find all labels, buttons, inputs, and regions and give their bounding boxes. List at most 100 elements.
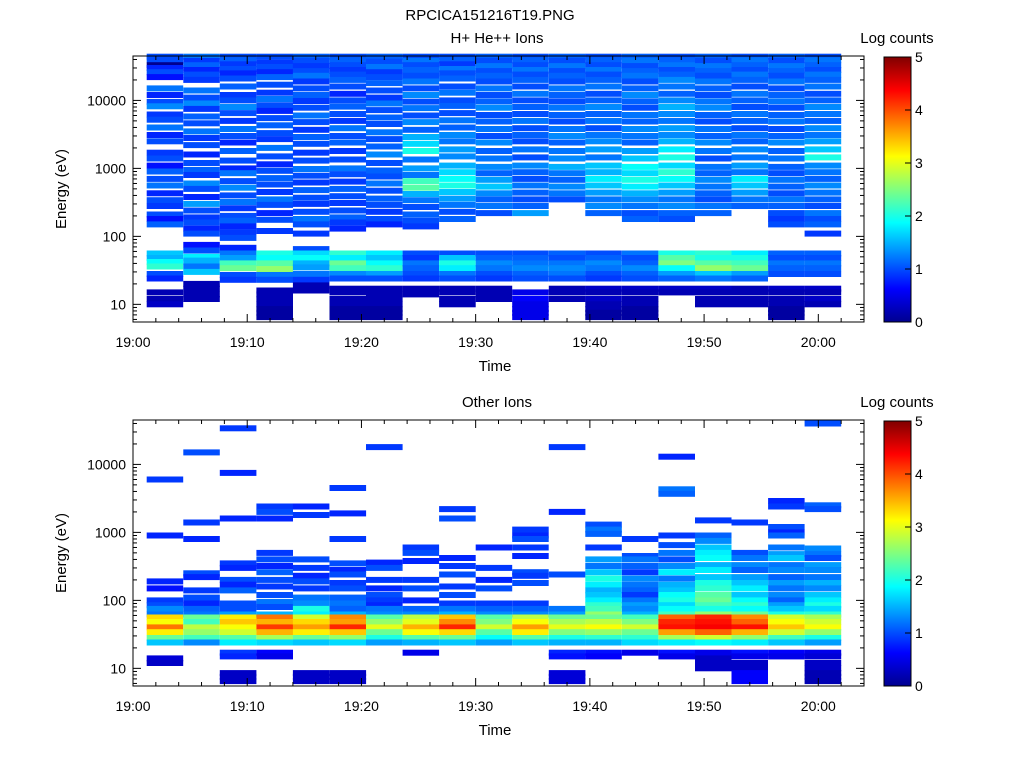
heatmap-cell bbox=[621, 614, 659, 621]
heatmap-cell bbox=[658, 132, 695, 138]
heatmap-cell bbox=[804, 506, 842, 513]
heatmap-cell bbox=[146, 155, 184, 162]
heatmap-cell bbox=[768, 602, 805, 609]
heatmap-cell bbox=[366, 180, 403, 187]
heatmap-cell bbox=[512, 639, 549, 646]
heatmap-cell bbox=[256, 255, 293, 261]
heatmap-cell bbox=[512, 289, 549, 296]
heatmap-cell bbox=[329, 285, 367, 292]
heatmap-cell bbox=[439, 301, 476, 308]
heatmap-cell bbox=[731, 639, 768, 646]
heatmap-cell bbox=[621, 63, 659, 70]
heatmap-cell bbox=[731, 250, 768, 257]
heatmap-cell bbox=[512, 526, 549, 533]
heatmap-cell bbox=[768, 176, 805, 183]
heatmap-cell bbox=[695, 275, 732, 282]
heatmap-cell bbox=[621, 196, 659, 203]
heatmap-cell bbox=[329, 485, 367, 491]
colorbar-tick-label: 4 bbox=[915, 466, 923, 482]
heatmap-cell bbox=[402, 72, 440, 79]
heatmap-cell bbox=[585, 210, 622, 217]
heatmap-cell bbox=[731, 301, 768, 308]
heatmap-cell bbox=[731, 670, 768, 677]
heatmap-cell bbox=[219, 255, 257, 261]
heatmap-cell bbox=[658, 90, 695, 97]
heatmap-cell bbox=[658, 216, 695, 222]
heatmap-cell bbox=[256, 629, 293, 636]
heatmap-cell bbox=[695, 655, 732, 662]
heatmap-cell bbox=[475, 291, 513, 298]
heatmap-cell bbox=[256, 228, 293, 234]
heatmap-cell bbox=[695, 649, 732, 656]
heatmap-cell bbox=[804, 132, 842, 138]
heatmap-cell bbox=[658, 62, 695, 69]
heatmap-cell bbox=[804, 104, 842, 110]
heatmap-cell bbox=[146, 289, 184, 296]
heatmap-cell bbox=[695, 176, 732, 183]
heatmap-cell bbox=[621, 624, 659, 631]
heatmap-cell bbox=[439, 614, 476, 621]
x-tick-label: 19:30 bbox=[458, 334, 493, 350]
heatmap-cell bbox=[256, 210, 293, 217]
heatmap-cell bbox=[292, 619, 330, 625]
heatmap-cell bbox=[512, 111, 549, 117]
heatmap-cell bbox=[329, 306, 367, 313]
heatmap-cell bbox=[366, 114, 403, 121]
heatmap-cell bbox=[219, 276, 257, 283]
heatmap-cell bbox=[219, 75, 257, 82]
heatmap-cell bbox=[146, 197, 184, 204]
heatmap-cell bbox=[219, 564, 257, 571]
heatmap-cell bbox=[329, 275, 367, 282]
heatmap-cell bbox=[621, 306, 659, 313]
heatmap-cell bbox=[585, 196, 622, 203]
heatmap-cell bbox=[658, 97, 695, 104]
heatmap-cell bbox=[512, 210, 549, 217]
heatmap-cell bbox=[402, 649, 440, 656]
heatmap-cell bbox=[329, 673, 367, 680]
heatmap-cell bbox=[329, 614, 367, 621]
heatmap-cell bbox=[219, 165, 257, 172]
heatmap-cell bbox=[512, 90, 549, 97]
heatmap-cell bbox=[219, 139, 257, 146]
heatmap-cell bbox=[256, 69, 293, 76]
heatmap-cell bbox=[804, 614, 842, 621]
heatmap-cell bbox=[183, 62, 220, 69]
heatmap-cell bbox=[768, 112, 805, 118]
heatmap-cell bbox=[512, 275, 549, 282]
heatmap-cell bbox=[658, 575, 695, 582]
heatmap-cell bbox=[366, 285, 403, 292]
heatmap-cell bbox=[292, 572, 330, 579]
heatmap-cell bbox=[512, 138, 549, 145]
heatmap-cell bbox=[658, 71, 695, 78]
heatmap-cell bbox=[621, 556, 659, 563]
heatmap-cell bbox=[804, 182, 842, 189]
heatmap-cell bbox=[695, 250, 732, 257]
heatmap-cell bbox=[548, 678, 586, 685]
heatmap-cell bbox=[256, 314, 293, 321]
heatmap-cell bbox=[183, 241, 220, 248]
heatmap-cell bbox=[658, 569, 695, 576]
heatmap-cell bbox=[695, 92, 732, 98]
heatmap-cell bbox=[329, 629, 367, 636]
heatmap-cell bbox=[439, 182, 476, 189]
heatmap-cell bbox=[146, 597, 184, 604]
heatmap-cell bbox=[585, 275, 622, 282]
heatmap-cell bbox=[695, 53, 732, 60]
heatmap-cell bbox=[366, 265, 403, 272]
heatmap-cell bbox=[512, 132, 549, 138]
heatmap-cell bbox=[329, 90, 367, 97]
heatmap-cell bbox=[292, 594, 330, 601]
heatmap-cell bbox=[768, 301, 805, 308]
heatmap-cell bbox=[585, 67, 622, 73]
heatmap-cell bbox=[402, 275, 440, 282]
heatmap-cell bbox=[256, 624, 293, 631]
heatmap-cell bbox=[695, 614, 732, 621]
heatmap-cell bbox=[548, 63, 586, 70]
heatmap-cell bbox=[256, 122, 293, 129]
heatmap-cell bbox=[695, 148, 732, 154]
heatmap-cell bbox=[402, 165, 440, 172]
heatmap-cell bbox=[768, 498, 805, 504]
heatmap-cell bbox=[695, 190, 732, 197]
heatmap-cell bbox=[183, 172, 220, 178]
heatmap-cell bbox=[146, 175, 184, 182]
